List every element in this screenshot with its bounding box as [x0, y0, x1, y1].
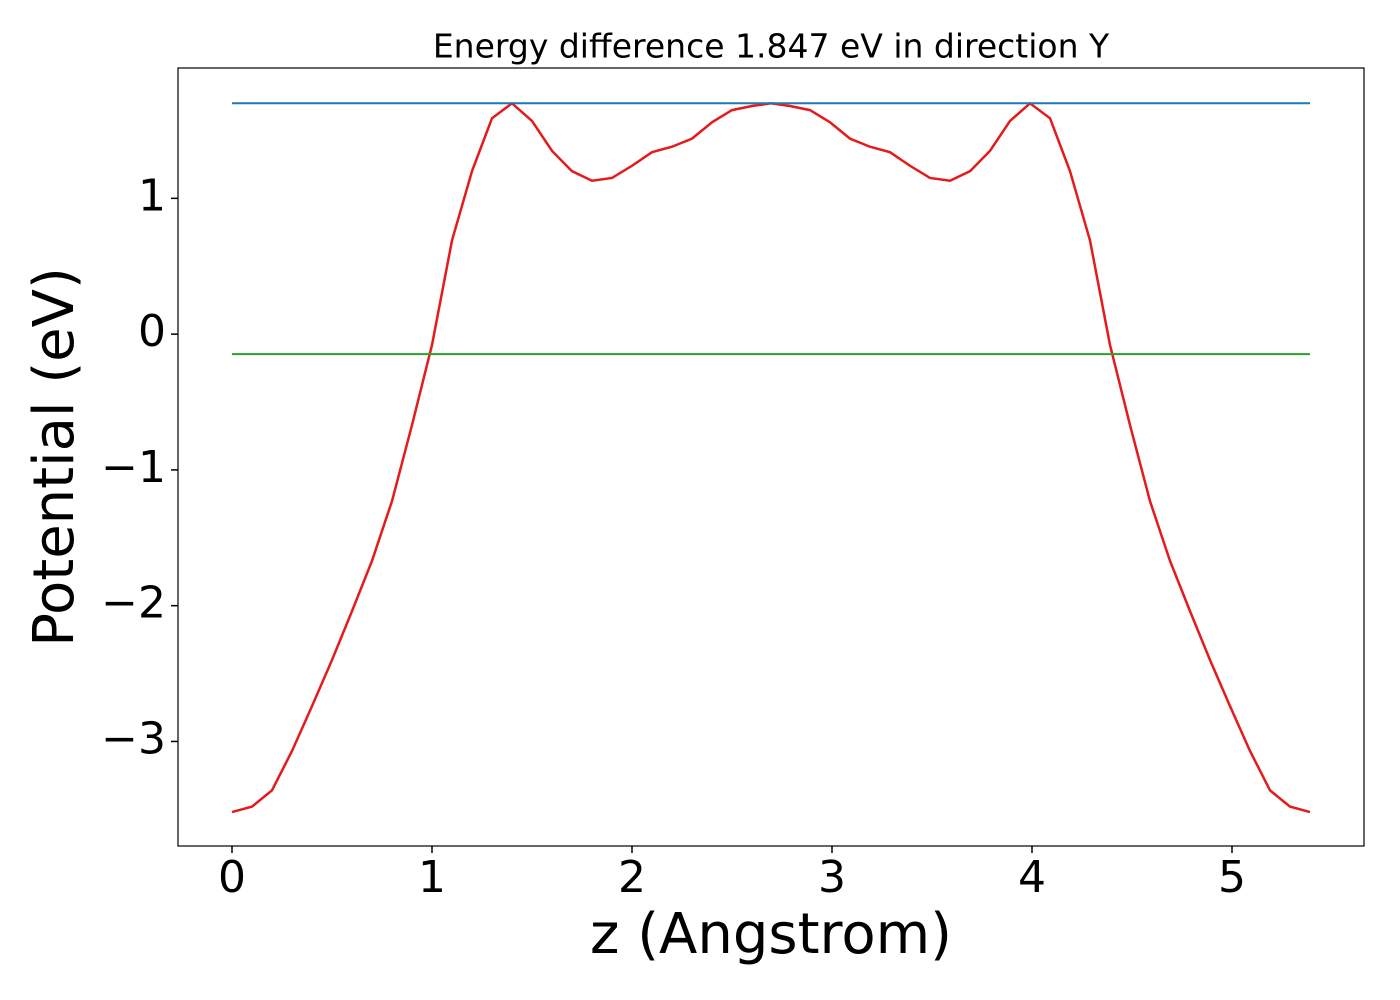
y-tick-label: 1 [138, 170, 166, 221]
chart-title: Energy difference 1.847 eV in direction … [433, 27, 1110, 66]
y-axis-label: Potential (eV) [22, 267, 87, 647]
x-axis-label: z (Angstrom) [590, 902, 952, 967]
x-tick-label: 3 [818, 852, 846, 903]
plot-frame [177, 67, 1365, 847]
x-tick-label: 4 [1018, 852, 1046, 903]
x-tick-label: 2 [618, 852, 646, 903]
x-tick-label: 0 [218, 852, 246, 903]
series-line [231, 101, 1311, 814]
x-tick-label: 5 [1218, 852, 1246, 903]
y-tick-label: 0 [138, 306, 166, 357]
y-tick-label: −1 [101, 442, 166, 493]
x-tick-label: 1 [418, 852, 446, 903]
y-tick-label: −2 [101, 578, 166, 629]
y-tick-label: −3 [101, 713, 166, 764]
